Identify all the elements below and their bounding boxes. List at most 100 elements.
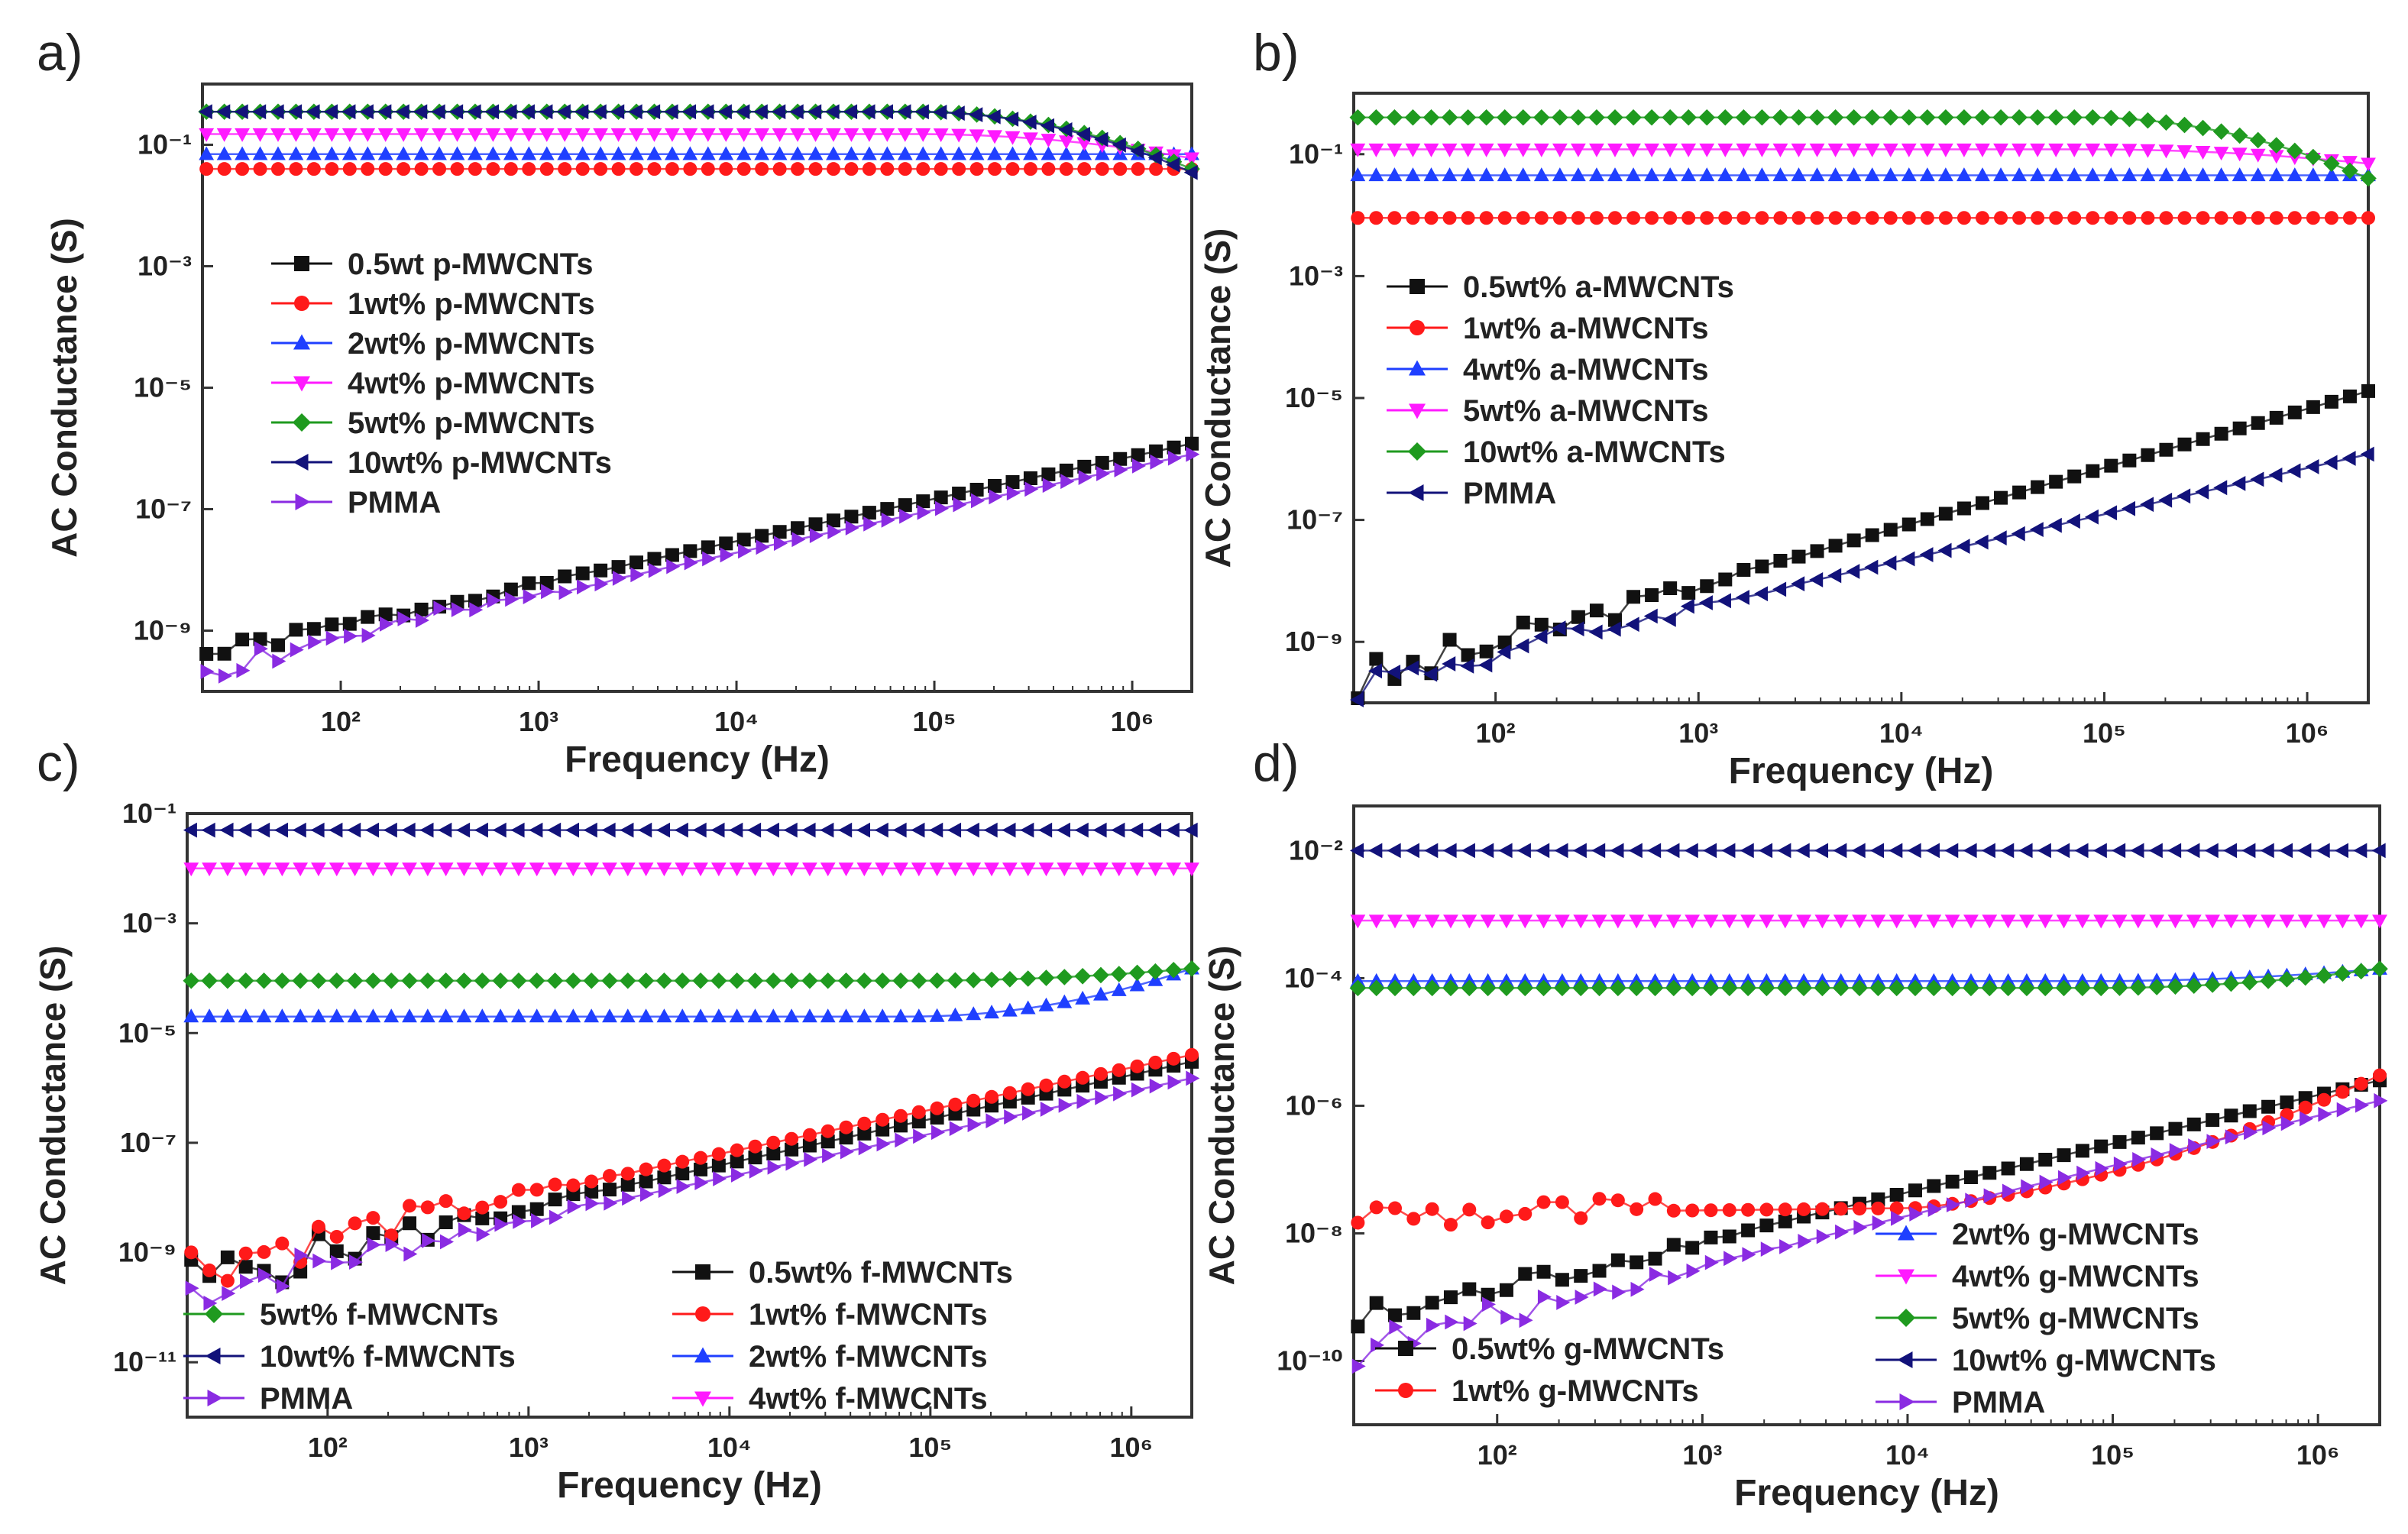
panel-b-legend-label: 1wt% a-MWCNTs — [1463, 312, 1708, 345]
panel-d-legend-marker — [1898, 1269, 1914, 1285]
panel-c-data-point — [438, 1008, 454, 1023]
panel-a-data-point — [575, 162, 590, 176]
panel-d-legend-label: 1wt% g-MWCNTs — [1452, 1374, 1699, 1408]
panel-c-data-point — [365, 822, 380, 838]
panel-d-data-point — [1554, 843, 1568, 859]
panel-a-data-point — [808, 162, 823, 176]
panel-c-x-tick-label: 10³ — [509, 1432, 549, 1463]
panel-c-y-tick-label: 10⁻⁷ — [120, 1127, 176, 1158]
panel-a-data-point — [324, 128, 340, 142]
panel-d-data-point — [1666, 1203, 1681, 1218]
panel-a-data-point — [809, 528, 824, 544]
panel-c-data-point — [513, 1213, 527, 1229]
panel-d-data-point — [1575, 1290, 1589, 1305]
panel-b-data-point — [2214, 426, 2228, 441]
panel-c-data-point — [475, 1211, 490, 1225]
panel-d-data-point — [1777, 843, 1791, 859]
panel-c-data-point — [601, 972, 618, 989]
panel-b-data-point — [1643, 108, 1660, 126]
panel-d-legend-item-10wtpct-g-mwcnts: 10wt% g-MWCNTs — [1876, 1344, 2216, 1377]
panel-b-data-point — [1773, 554, 1788, 568]
panel-a-data-point — [593, 146, 609, 160]
panel-a-data-point — [1076, 126, 1090, 142]
panel-a-data-point — [469, 602, 484, 618]
panel-a-data-point — [861, 128, 877, 142]
panel-d-data-point — [1833, 843, 1847, 859]
panel-b-data-point — [1497, 211, 1512, 225]
panel-a-data-point — [1005, 474, 1020, 489]
panel-a-data-point — [432, 128, 447, 142]
panel-c-data-point — [765, 1008, 782, 1023]
panel-b-data-point — [1681, 586, 1696, 600]
panel-c-data-point — [366, 1226, 380, 1241]
panel-d-y-tick-label: 10⁻² — [1289, 834, 1343, 866]
panel-d-series-5wtpct-g-mwcnts — [1349, 960, 2388, 997]
panel-a-data-point — [862, 162, 876, 176]
panel-d-data-point — [1648, 1192, 1662, 1206]
panel-a-data-point — [665, 548, 679, 562]
panel-b-legend-label: 5wt% a-MWCNTs — [1463, 394, 1708, 428]
panel-d-data-point — [1368, 914, 1384, 929]
panel-d-data-point — [2279, 843, 2293, 859]
panel-b-data-point — [2196, 211, 2210, 225]
panel-a-data-point — [702, 551, 717, 567]
panel-c-series-2wtpct-f-mwcnts — [183, 960, 1199, 1023]
panel-a-data-point — [844, 162, 859, 176]
panel-a-data-point — [826, 513, 840, 528]
panel-a-data-point — [772, 162, 787, 176]
panel-d-data-point — [1965, 1193, 1979, 1209]
panel-d-data-point — [1853, 1219, 1868, 1235]
panel-b-data-point — [1552, 620, 1566, 636]
panel-d-data-point — [1424, 914, 1440, 929]
panel-c-data-point — [331, 1254, 345, 1270]
panel-a-data-point — [1041, 146, 1057, 160]
panel-b-data-point — [1864, 167, 1880, 182]
panel-b-label: b) — [1253, 24, 1299, 82]
panel-c-data-point — [583, 972, 600, 989]
panel-c-data-point — [311, 1008, 326, 1023]
panel-c-data-point — [1183, 822, 1198, 838]
panel-c-data-point — [365, 862, 381, 877]
panel-b-data-point — [2251, 416, 2265, 430]
panel-a-data-point — [377, 104, 392, 120]
panel-d-data-point — [1574, 1211, 1588, 1225]
panel-c-data-point — [511, 1008, 526, 1023]
panel-b-data-point — [1680, 598, 1694, 614]
panel-c-data-point — [783, 972, 800, 989]
panel-c-data-point — [675, 1008, 691, 1023]
panel-c-data-point — [694, 1150, 708, 1165]
panel-a-data-point — [505, 591, 519, 607]
panel-a-data-point — [1058, 121, 1073, 138]
panel-a-data-point — [323, 104, 338, 120]
panel-a-data-point — [772, 146, 788, 160]
panel-b-y-tick-label: 10⁻³ — [1289, 260, 1343, 291]
panel-a-data-point — [378, 607, 393, 622]
panel-c-data-point — [238, 822, 252, 838]
panel-d-data-point — [1535, 979, 1552, 997]
panel-d-data-point — [1999, 979, 2017, 997]
panel-b-data-point — [1422, 108, 1440, 126]
panel-d-data-point — [1963, 914, 1979, 929]
panel-c-data-point — [693, 862, 708, 877]
panel-c-data-point — [202, 1008, 217, 1023]
panel-d-data-point — [1554, 914, 1570, 929]
panel-a-data-point — [1112, 137, 1126, 153]
panel-a-data-point — [270, 162, 285, 176]
panel-c-data-point — [1110, 966, 1128, 982]
panel-b-data-point — [2287, 463, 2301, 479]
panel-a-data-point — [628, 104, 642, 120]
panel-b-data-point — [1864, 559, 1879, 575]
panel-b-data-point — [1424, 211, 1439, 225]
panel-b-data-point — [1882, 167, 1898, 182]
panel-d-data-point — [1481, 1215, 1495, 1230]
panel-a-data-point — [557, 128, 573, 142]
panel-c-data-point — [439, 1194, 453, 1209]
panel-a-data-point — [969, 129, 985, 144]
panel-c-x-axis-title: Frequency (Hz) — [557, 1465, 822, 1506]
panel-b-data-point — [1992, 530, 2007, 546]
panel-b-data-point — [1552, 211, 1567, 225]
panel-b-data-point — [2212, 123, 2230, 140]
panel-b-data-point — [1441, 108, 1458, 126]
panel-c-data-point — [311, 1219, 325, 1234]
panel-d-data-point — [1721, 843, 1736, 859]
